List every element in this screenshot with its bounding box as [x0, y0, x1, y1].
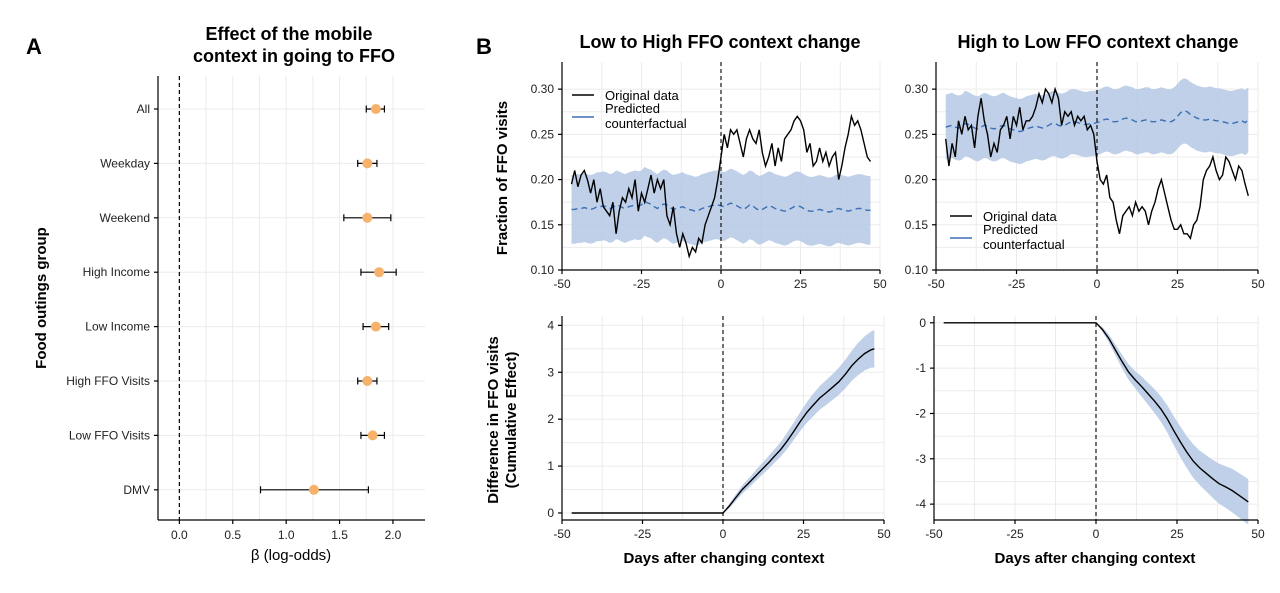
- forest-category-label: All: [137, 102, 150, 116]
- forest-point: [370, 104, 381, 114]
- x-tick-label: -25: [633, 277, 651, 291]
- y-tick-label: 4: [547, 318, 554, 332]
- y-tick-label: 3: [547, 365, 554, 379]
- forest-point: [374, 267, 385, 278]
- y-tick-label: 0.15: [905, 218, 929, 232]
- y-tick-label: 0.30: [531, 82, 555, 96]
- b-top-y-axis-title: Fraction of FFO visits: [494, 101, 511, 255]
- forest-marks: [178, 76, 397, 520]
- b-bottom-right-plot: -50 -25 0 25 50 0 -1 -2 -3 -4: [915, 316, 1265, 541]
- x-tick-label: -25: [1008, 277, 1026, 291]
- forest-x-tick-label: 0.0: [171, 528, 188, 542]
- legend-predicted-label-2: counterfactual: [605, 116, 687, 131]
- x-tick-label: 25: [797, 527, 811, 541]
- y-tick-label: 0.20: [531, 173, 555, 187]
- b-top-right-title: High to Low FFO context change: [958, 32, 1239, 52]
- forest-category-label: Low FFO Visits: [69, 428, 150, 442]
- legend-original-label: Original data: [983, 209, 1057, 224]
- forest-point: [308, 484, 319, 495]
- legend-predicted-label-1: Predicted: [983, 222, 1038, 237]
- x-tick-label: 0: [1093, 527, 1100, 541]
- b-bottom-left-x-axis-title: Days after changing context: [624, 550, 825, 567]
- forest-axis: All Weekday Weekend High Income Low Income Hi…: [66, 76, 425, 542]
- forest-plot: All Weekday Weekend High Income Low Income Hi…: [33, 76, 425, 564]
- forest-point: [362, 376, 373, 386]
- forest-y-axis-title: Food outings group: [33, 227, 50, 369]
- x-tick-label: -50: [553, 527, 571, 541]
- x-tick-label: 50: [1251, 527, 1265, 541]
- forest-point: [367, 430, 378, 441]
- legend-original-label: Original data: [605, 88, 679, 103]
- b-bottom-y-axis-title-line-1: Difference in FFO visits: [485, 336, 502, 504]
- y-tick-label: 0.10: [905, 263, 929, 277]
- y-tick-label: -1: [915, 361, 926, 375]
- b-bottom-y-axis-title-line-2: (Cumulative Effect): [503, 352, 520, 489]
- x-tick-label: -50: [553, 277, 571, 291]
- x-tick-label: 50: [1251, 277, 1265, 291]
- x-tick-label: 25: [1171, 277, 1185, 291]
- x-tick-label: 0: [1094, 277, 1101, 291]
- forest-x-tick-label: 1.5: [331, 528, 348, 542]
- x-tick-label: 25: [1170, 527, 1184, 541]
- forest-category-label: High FFO Visits: [66, 374, 150, 388]
- b-bottom-right-x-axis-title: Days after changing context: [995, 550, 1196, 567]
- forest-category-label: Weekday: [100, 156, 150, 170]
- x-tick-label: 25: [794, 277, 808, 291]
- forest-x-tick-label: 1.0: [278, 528, 295, 542]
- cumulative-effect-line: [943, 322, 1249, 503]
- b-top-left-title: Low to High FFO context change: [580, 32, 861, 52]
- y-tick-label: 0.20: [905, 173, 929, 187]
- forest-point: [362, 212, 373, 223]
- y-tick-label: 0.25: [531, 127, 555, 141]
- cumulative-effect-line: [571, 348, 875, 514]
- y-tick-label: 0.15: [531, 218, 555, 232]
- panel-a-title-line-1: Effect of the mobile: [205, 24, 372, 44]
- forest-category-label: DMV: [123, 483, 150, 497]
- panel-b-letter: B: [476, 34, 492, 59]
- x-tick-label: 50: [873, 277, 887, 291]
- y-tick-label: 0: [547, 506, 554, 520]
- y-tick-label: -4: [915, 497, 926, 511]
- y-tick-label: 0.10: [531, 263, 555, 277]
- panel-a-title-line-2: context in going to FFO: [193, 46, 395, 66]
- forest-category-label: Weekend: [100, 211, 150, 225]
- x-tick-label: 50: [877, 527, 891, 541]
- legend-predicted-label-2: counterfactual: [983, 237, 1065, 252]
- forest-category-label: Low Income: [85, 320, 150, 334]
- forest-x-axis-title: β (log-odds): [251, 547, 331, 564]
- b-bottom-left-plot: -50 -25 0 25 50 0 1 2 3 4: [547, 316, 891, 541]
- y-tick-label: -2: [915, 406, 926, 420]
- forest-point: [362, 158, 373, 169]
- y-tick-label: 0: [919, 316, 926, 330]
- y-tick-label: -3: [915, 452, 926, 466]
- y-tick-label: 0.30: [905, 82, 929, 96]
- panel-a-letter: A: [26, 34, 42, 59]
- b-top-right-plot: -50 -25 0 25 50 0.10 0.15 0.20 0.25 0.30: [905, 62, 1265, 291]
- forest-grid: [158, 76, 425, 520]
- x-tick-label: -50: [927, 277, 945, 291]
- confidence-ribbon: [571, 166, 871, 247]
- x-tick-label: -25: [634, 527, 652, 541]
- x-tick-label: 0: [718, 277, 725, 291]
- forest-category-label: High Income: [83, 265, 151, 279]
- b-top-right-legend: Original data Predicted counterfactual: [950, 209, 1065, 252]
- b-top-left-legend: Original data Predicted counterfactual: [572, 88, 687, 131]
- predicted-counterfactual-line: [945, 110, 1249, 133]
- legend-predicted-label-1: Predicted: [605, 101, 660, 116]
- forest-x-tick-label: 2.0: [385, 528, 402, 542]
- x-tick-label: -50: [925, 527, 943, 541]
- y-tick-label: 1: [547, 459, 554, 473]
- x-tick-label: -25: [1006, 527, 1024, 541]
- y-tick-label: 2: [547, 412, 554, 426]
- forest-point: [370, 321, 381, 332]
- y-tick-label: 0.25: [905, 127, 929, 141]
- b-top-left-plot: -50 -25 0 25 50 0.10 0.15 0.20 0.25 0.30: [531, 62, 887, 291]
- x-tick-label: 0: [720, 527, 727, 541]
- forest-x-tick-label: 0.5: [224, 528, 241, 542]
